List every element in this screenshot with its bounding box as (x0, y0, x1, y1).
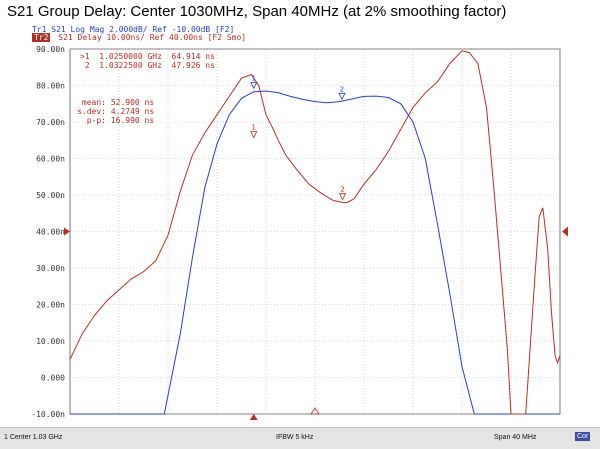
markers-layer: 1 2 1 2 (250, 74, 347, 201)
y-tick-label: 10.00n (36, 337, 65, 346)
y-tick-label: 0.000 (41, 374, 65, 383)
analyzer-screen: Tr1 S21 Log Mag 2.000dB/ Ref -10.00dB [F… (0, 24, 600, 449)
y-tick-label: 20.00n (36, 301, 65, 310)
span-setting[interactable]: Span 40 MHz (494, 434, 537, 441)
marker-1-triangle (250, 81, 258, 90)
trace1-label[interactable]: Tr1 S21 Log Mag 2.000dB/ Ref -10.00dB [F… (32, 25, 234, 34)
group-delay-trace (69, 50, 561, 415)
y-tick-label: 90.00n (36, 45, 65, 54)
trace-header: Tr1 S21 Log Mag 2.000dB/ Ref -10.00dB [F… (0, 24, 600, 42)
y-tick-label: 30.00n (36, 264, 65, 273)
correction-badge[interactable]: Cor (575, 432, 591, 441)
center-frequency-indicator (310, 407, 320, 415)
marker-2-label: 2 (340, 186, 344, 194)
ifbw-setting[interactable]: IFBW 5 kHz (276, 434, 314, 441)
marker-row: 2 1.0322500 GHz 47.926 ns (80, 61, 215, 70)
marker-2-triangle (338, 193, 347, 201)
statistics-readout: mean: 52.900 ns s.dev: 4.2749 ns p-p: 16… (76, 98, 154, 125)
trace1-settings: S21 Log Mag 2.000dB/ Ref -10.00dB [F2] (51, 25, 235, 34)
page-title: S21 Group Delay: Center 1030MHz, Span 40… (7, 3, 507, 20)
grid (69, 48, 561, 415)
log-mag-trace (70, 90, 560, 415)
trace2-settings: S21 Delay 10.00ns/ Ref 40.00ns [F2 Smo] (58, 33, 247, 42)
marker-1-label: 1 (252, 124, 256, 132)
trace2-label[interactable]: Tr2 S21 Delay 10.00ns/ Ref 40.00ns [F2 S… (32, 33, 246, 42)
stat-row: mean: 52.900 ns (81, 98, 155, 107)
indicator-layer (64, 226, 568, 420)
y-axis-ticks: 90.00n 80.00n 70.00n 60.00n 50.00n 40.00n 30.0… (31, 45, 65, 419)
y-tick-label: 40.00n (36, 228, 65, 237)
y-tick-label: 80.00n (36, 82, 65, 91)
reference-level-left-arrow (64, 227, 70, 236)
series-layer (69, 50, 561, 415)
stat-row: p-p: 16.990 ns (86, 116, 155, 125)
trace1-id: Tr1 (32, 25, 47, 34)
y-tick-label: 50.00n (36, 191, 65, 200)
marker-2-label: 2 (340, 85, 344, 93)
y-tick-label: 70.00n (36, 118, 65, 127)
marker-readout: >1 1.0250000 GHz 64.914 ns 2 1.0322500 G… (80, 52, 215, 70)
y-tick-label: -10.00n (31, 410, 65, 419)
stat-row: s.dev: 4.2749 ns (77, 107, 155, 116)
status-bar: 1 Center 1.03 GHz IFBW 5 kHz Span 40 MHz… (0, 427, 600, 449)
y-tick-label: 60.00n (36, 155, 65, 164)
marker-1-triangle (250, 131, 258, 139)
plot-area[interactable]: 90.00n 80.00n 70.00n 60.00n 50.00n 40.00n 30.0… (0, 24, 600, 427)
reference-level-right-arrow (562, 226, 568, 237)
trace2-id: Tr2 (32, 33, 51, 42)
marker-2-triangle (338, 92, 346, 101)
marker-row: >1 1.0250000 GHz 64.914 ns (80, 52, 215, 61)
marker-1-label: 1 (252, 74, 256, 82)
active-marker-indicator (249, 414, 258, 420)
center-frequency[interactable]: 1 Center 1.03 GHz (4, 434, 63, 441)
